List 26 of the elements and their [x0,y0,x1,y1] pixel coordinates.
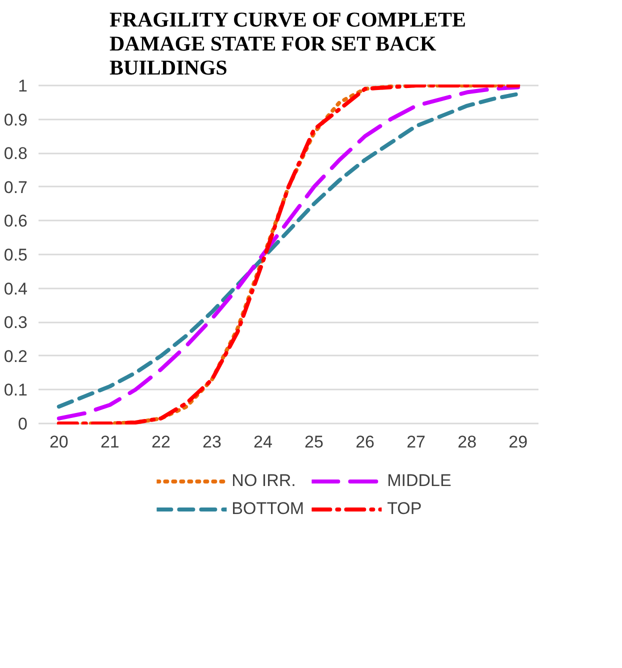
legend-label: NO IRR. [232,471,296,491]
y-tick-label: 0.2 [4,346,28,366]
legend-label: MIDDLE [387,471,452,491]
y-tick-label: 0.5 [4,246,28,264]
x-tick-label: 26 [356,432,374,452]
x-tick-label: 29 [508,432,528,452]
x-tick-label: 23 [202,432,222,452]
y-tick-label: 0.1 [4,380,28,400]
y-tick-label: 0.9 [4,110,28,130]
y-tick-label: 0.3 [4,313,28,332]
x-tick-label: 28 [458,432,477,452]
x-tick-label: 20 [49,432,68,452]
chart-title: FRAGILITY CURVE OF COMPLETE DAMAGE STATE FOR SET BACK BUILDINGS [109,8,466,80]
y-tick-label: 0 [18,414,28,434]
x-tick-label: 21 [100,432,120,452]
legend-label: TOP [387,499,422,519]
y-tick-label: 0.7 [4,178,28,197]
y-tick-label: 0.6 [4,212,28,231]
legend-label: BOTTOM [232,499,304,519]
x-tick-label: 25 [304,432,324,452]
y-tick-label: 1 [18,76,28,96]
x-tick-label: 27 [406,432,426,452]
y-tick-label: 0.8 [4,144,28,164]
y-tick-label: 0.4 [4,279,28,298]
x-tick-label: 22 [151,432,170,452]
x-tick-label: 24 [254,432,272,452]
